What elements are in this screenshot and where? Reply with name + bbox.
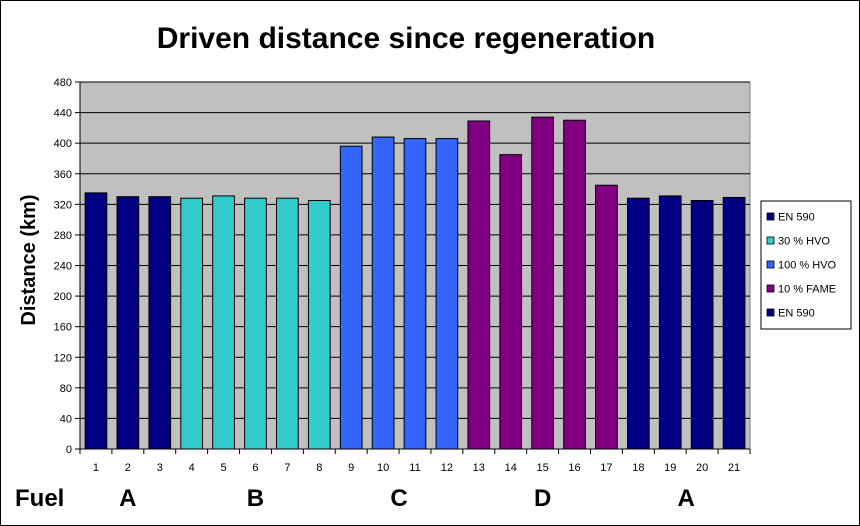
x-tick-label: 3 [157, 462, 163, 474]
fuel-group-label: B [247, 485, 264, 512]
x-tick-label: 12 [441, 462, 453, 474]
bar-15 [531, 116, 554, 450]
bar-14 [499, 154, 523, 450]
legend-entry: 100 % HVO [778, 260, 837, 272]
y-tick-label: 440 [54, 108, 72, 120]
y-tick-label: 0 [66, 444, 72, 456]
bar-17 [595, 184, 618, 450]
bar-2 [116, 196, 140, 450]
x-tick-label: 20 [696, 462, 708, 474]
y-tick-label: 200 [54, 291, 72, 303]
bar-3 [148, 196, 172, 450]
y-axis-label: Distance (km) [18, 194, 40, 325]
x-tick-label: 13 [473, 462, 485, 474]
y-tick-label: 120 [54, 352, 72, 364]
x-tick-label: 16 [568, 462, 580, 474]
legend: EN 590 30 % HVO 100 % HVO 10 % FAME EN 590 [760, 200, 852, 330]
fuel-row: Fuel A B C D A [15, 485, 695, 512]
x-tick-label: 9 [348, 462, 354, 474]
x-tick-label: 5 [221, 462, 227, 474]
legend-entry: 10 % FAME [778, 284, 836, 296]
fuel-group-label: A [678, 485, 695, 512]
x-tick-label: 15 [536, 462, 548, 474]
x-tick-label: 19 [664, 462, 676, 474]
bar-1 [84, 192, 108, 450]
x-tick-label: 17 [600, 462, 612, 474]
legend-entry: EN 590 [778, 308, 815, 320]
y-tick-label: 400 [54, 138, 72, 150]
fuel-group-label: D [534, 485, 551, 512]
legend-swatch [766, 236, 775, 245]
x-tick-label: 21 [728, 462, 740, 474]
fuel-group-label: C [390, 485, 407, 512]
legend-entry: EN 590 [778, 212, 815, 224]
bar-5 [212, 195, 235, 450]
y-tick-label: 280 [54, 230, 72, 242]
bar-6 [244, 197, 267, 450]
legend-swatch [766, 308, 775, 317]
bar-10 [371, 136, 395, 450]
x-tick-label: 4 [189, 462, 195, 474]
bar-16 [563, 119, 586, 450]
bar-13 [467, 120, 491, 450]
bar-8 [307, 200, 331, 450]
bar-18 [626, 197, 650, 450]
y-tick-label: 240 [54, 261, 72, 273]
x-tick-label: 14 [505, 462, 517, 474]
legend-box [760, 200, 852, 330]
y-tick-label: 160 [54, 322, 72, 334]
bar-12 [435, 138, 459, 450]
bar-7 [276, 197, 299, 450]
bar-19 [658, 195, 682, 450]
bar-21 [722, 196, 746, 450]
y-tick-label: 480 [54, 77, 72, 89]
y-tick-label: 40 [60, 413, 72, 425]
legend-swatch [766, 284, 775, 293]
bar-9 [339, 145, 363, 450]
x-tick-label: 10 [377, 462, 389, 474]
legend-swatch [766, 260, 775, 269]
y-tick-label: 80 [60, 383, 72, 395]
x-tick-label: 6 [252, 462, 258, 474]
x-tick-label: 1 [93, 462, 99, 474]
fuel-label: Fuel [15, 485, 64, 512]
x-tick-label: 11 [409, 462, 420, 474]
x-tick-label: 8 [316, 462, 322, 474]
y-tick-label: 320 [54, 199, 72, 211]
x-tick-label: 7 [284, 462, 290, 474]
x-tick-label: 2 [125, 462, 131, 474]
legend-entry: 30 % HVO [778, 236, 830, 248]
bar-4 [180, 197, 204, 450]
bar-20 [690, 200, 714, 450]
y-tick-label: 360 [54, 169, 72, 181]
legend-swatch [766, 212, 775, 221]
x-tick-label: 18 [632, 462, 644, 474]
fuel-group-label: A [119, 485, 136, 512]
bar-11 [403, 138, 427, 450]
chart-title: Driven distance since regeneration [157, 22, 656, 55]
